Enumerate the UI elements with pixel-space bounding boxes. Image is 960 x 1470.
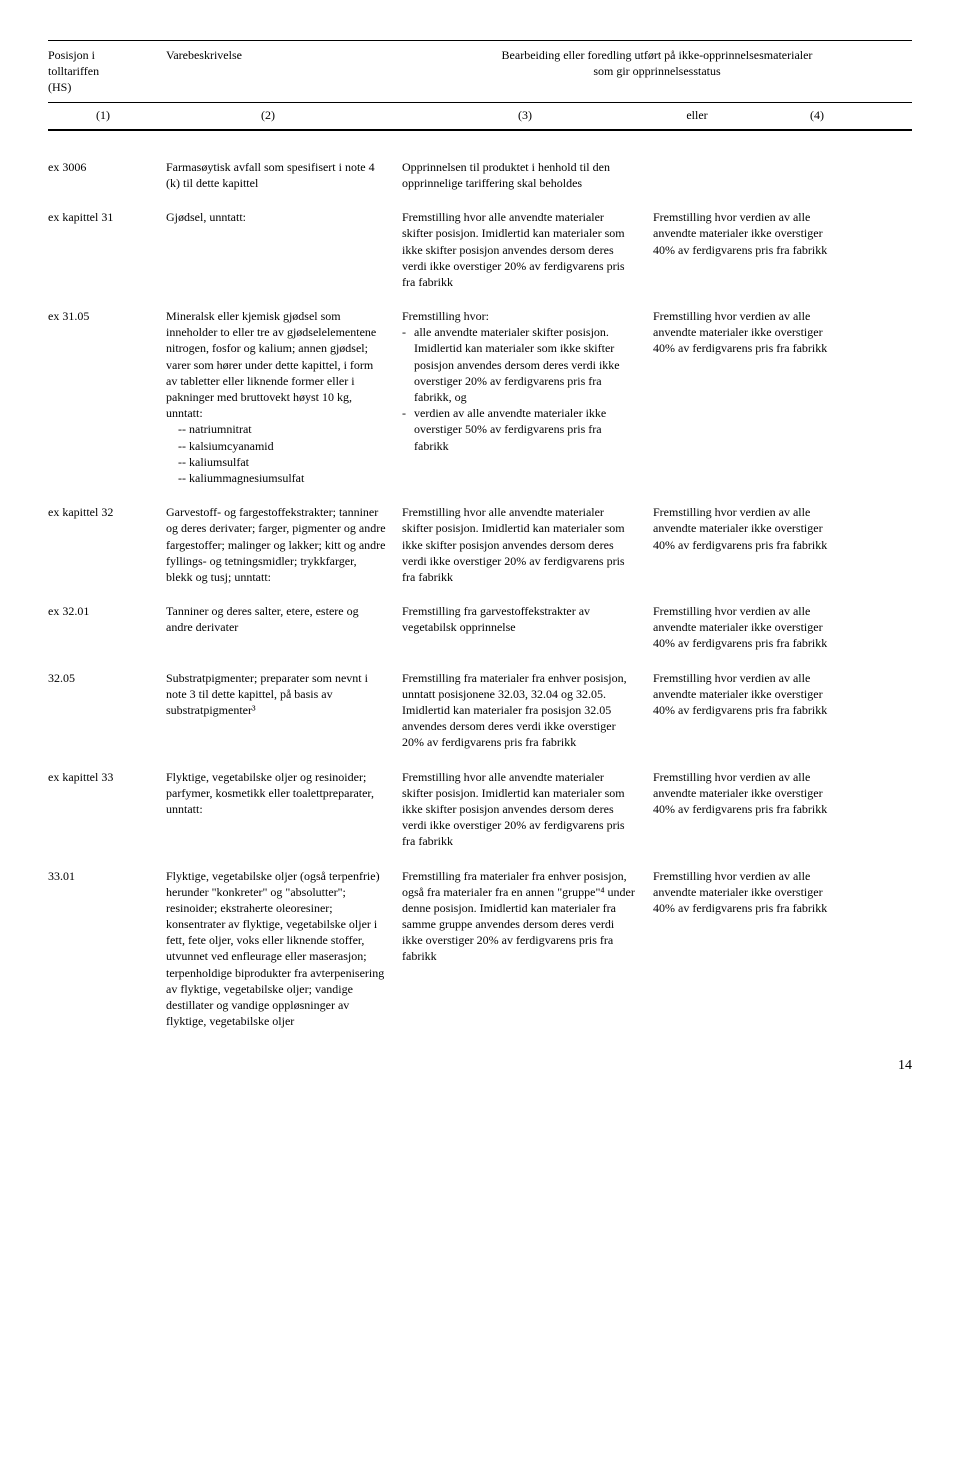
cell-position: 33.01 xyxy=(48,868,166,884)
cell-position: ex 32.01 xyxy=(48,603,166,619)
cell-rule3: Fremstilling hvor: - alle anvendte mater… xyxy=(402,308,653,454)
cell-description: Flyktige, vegetabilske oljer (også terpe… xyxy=(166,868,402,1030)
dash-bullet: - xyxy=(402,324,414,405)
table-row: ex 3006 Farmasøytisk avfall som spesifis… xyxy=(48,159,912,191)
cell-position: ex 3006 xyxy=(48,159,166,175)
cell-position: ex kapittel 33 xyxy=(48,769,166,785)
cell-rule3: Fremstilling fra garvestoffekstrakter av… xyxy=(402,603,653,635)
cell-rule4: Fremstilling hvor verdien av alle anvend… xyxy=(653,603,843,652)
table-row: ex kapittel 31 Gjødsel, unntatt: Fremsti… xyxy=(48,209,912,290)
cell-rule4: Fremstilling hvor verdien av alle anvend… xyxy=(653,670,843,719)
list-item: - verdien av alle anvendte materialer ik… xyxy=(402,405,637,454)
header-col34: Bearbeiding eller foredling utført på ik… xyxy=(402,47,912,96)
list-item-text: verdien av alle anvendte materialer ikke… xyxy=(414,405,637,454)
cell-description: Mineralsk eller kjemisk gjødsel som inne… xyxy=(166,308,402,486)
cell-rule4: Fremstilling hvor verdien av alle anvend… xyxy=(653,308,843,357)
table-row: ex kapittel 32 Garvestoff- og fargestoff… xyxy=(48,504,912,585)
header-col34-line1: Bearbeiding eller foredling utført på ik… xyxy=(402,47,912,63)
cell-rule4: Fremstilling hvor verdien av alle anvend… xyxy=(653,504,843,553)
cell-rule4: Fremstilling hvor verdien av alle anvend… xyxy=(653,769,843,818)
list-item-text: alle anvendte materialer skifter posisjo… xyxy=(414,324,637,405)
header-col34-line2: som gir opprinnelsesstatus xyxy=(402,63,912,79)
cell-rule3: Opprinnelsen til produktet i henhold til… xyxy=(402,159,653,191)
header-col1-line1: Posisjon i xyxy=(48,47,158,63)
header-col2: Varebeskrivelse xyxy=(166,47,402,96)
list-item: -- kaliummagnesiumsulfat xyxy=(178,470,386,486)
cell-rule3: Fremstilling fra materialer fra enhver p… xyxy=(402,868,653,965)
cell-rule3: Fremstilling fra materialer fra enhver p… xyxy=(402,670,653,751)
table-row: ex kapittel 33 Flyktige, vegetabilske ol… xyxy=(48,769,912,850)
cell-rule4: Fremstilling hvor verdien av alle anvend… xyxy=(653,209,843,258)
table-header: Posisjon i tolltariffen (HS) Varebeskriv… xyxy=(48,40,912,103)
page-number: 14 xyxy=(48,1057,912,1076)
table-row: 33.01 Flyktige, vegetabilske oljer (også… xyxy=(48,868,912,1030)
cell-rule3: Fremstilling hvor alle anvendte material… xyxy=(402,769,653,850)
table-row: 32.05 Substratpigmenter; preparater som … xyxy=(48,670,912,751)
table-row: ex 31.05 Mineralsk eller kjemisk gjødsel… xyxy=(48,308,912,486)
header-col1-line3: (HS) xyxy=(48,79,158,95)
header-col1-line2: tolltariffen xyxy=(48,63,158,79)
cell-rule4: Fremstilling hvor verdien av alle anvend… xyxy=(653,868,843,917)
cell-position: ex kapittel 31 xyxy=(48,209,166,225)
subheader-n4: (4) xyxy=(722,107,912,123)
cell-rule3: Fremstilling hvor alle anvendte material… xyxy=(402,504,653,585)
cell-description-list: -- natriumnitrat -- kalsiumcyanamid -- k… xyxy=(166,421,386,486)
subheader-n3: (3) xyxy=(378,107,672,123)
list-item: - alle anvendte materialer skifter posis… xyxy=(402,324,637,405)
table-subheader: (1) (2) (3) eller (4) xyxy=(48,103,912,131)
list-item: -- kaliumsulfat xyxy=(178,454,386,470)
cell-description: Garvestoff- og fargestoffekstrakter; tan… xyxy=(166,504,402,585)
cell-rule3-head: Fremstilling hvor: xyxy=(402,308,637,324)
cell-description: Gjødsel, unntatt: xyxy=(166,209,402,225)
subheader-n1: (1) xyxy=(48,107,158,123)
list-item: -- natriumnitrat xyxy=(178,421,386,437)
cell-position: ex kapittel 32 xyxy=(48,504,166,520)
list-item: -- kalsiumcyanamid xyxy=(178,438,386,454)
table-row: ex 32.01 Tanniner og deres salter, etere… xyxy=(48,603,912,652)
cell-position: ex 31.05 xyxy=(48,308,166,324)
subheader-n2: (2) xyxy=(158,107,378,123)
cell-description: Tanniner og deres salter, etere, estere … xyxy=(166,603,402,635)
header-col1: Posisjon i tolltariffen (HS) xyxy=(48,47,166,96)
dash-bullet: - xyxy=(402,405,414,454)
cell-description-main: Mineralsk eller kjemisk gjødsel som inne… xyxy=(166,308,386,421)
cell-description: Substratpigmenter; preparater som nevnt … xyxy=(166,670,402,719)
cell-description: Farmasøytisk avfall som spesifisert i no… xyxy=(166,159,402,191)
cell-rule3: Fremstilling hvor alle anvendte material… xyxy=(402,209,653,290)
cell-description: Flyktige, vegetabilske oljer og resinoid… xyxy=(166,769,402,818)
cell-position: 32.05 xyxy=(48,670,166,686)
subheader-eller: eller xyxy=(672,107,722,123)
